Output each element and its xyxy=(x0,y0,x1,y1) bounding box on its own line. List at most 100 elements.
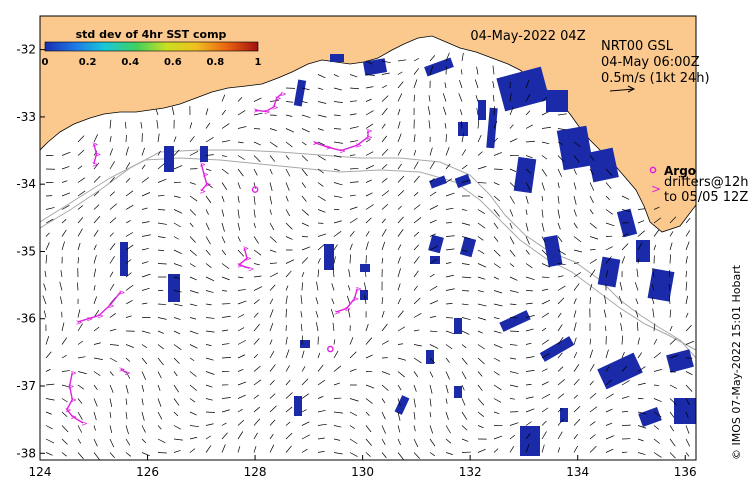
drifter-track xyxy=(313,130,369,152)
current-vector xyxy=(557,366,564,372)
current-vector xyxy=(141,247,149,251)
current-vector xyxy=(397,133,402,143)
current-vector xyxy=(157,194,165,197)
current-vector xyxy=(413,312,422,318)
current-vector xyxy=(557,195,560,204)
current-vector xyxy=(269,155,276,162)
current-vector xyxy=(381,178,388,183)
current-vector xyxy=(477,195,484,199)
current-vector xyxy=(173,344,182,350)
current-vector xyxy=(685,312,689,318)
current-vector xyxy=(397,190,405,197)
sst-patch xyxy=(360,264,370,272)
current-vector xyxy=(461,344,467,349)
current-vector xyxy=(477,371,483,377)
current-vector xyxy=(333,195,343,198)
current-vector xyxy=(397,229,404,237)
sst-patch xyxy=(200,146,208,162)
current-vector xyxy=(445,178,453,183)
current-vector xyxy=(45,438,55,444)
sst-patch xyxy=(513,156,537,194)
current-vector xyxy=(413,329,420,332)
current-vector xyxy=(589,363,595,372)
current-vector xyxy=(669,338,677,345)
current-vector xyxy=(253,394,260,399)
current-vector xyxy=(445,371,450,380)
current-vector xyxy=(605,182,612,189)
current-vector xyxy=(509,276,518,281)
current-vector xyxy=(269,128,277,131)
current-vector xyxy=(573,433,578,440)
current-vector xyxy=(668,270,671,278)
current-vector xyxy=(173,450,181,453)
current-vector xyxy=(557,236,563,243)
current-vector xyxy=(349,243,353,251)
current-vector xyxy=(381,411,386,420)
current-vector xyxy=(205,445,212,453)
current-vector xyxy=(205,236,211,245)
current-vector xyxy=(493,384,502,391)
current-vector xyxy=(413,231,420,237)
current-vector xyxy=(363,282,367,291)
current-vector xyxy=(157,163,165,170)
product-info: NRT00 GSL 04-May 06:00Z 0.5m/s (1kt 24h) xyxy=(601,39,710,93)
current-vector xyxy=(461,209,468,211)
current-vector xyxy=(413,438,419,447)
current-vector xyxy=(317,195,326,201)
current-vector xyxy=(445,384,449,394)
current-vector xyxy=(605,270,609,278)
current-vector xyxy=(685,411,689,418)
current-vector xyxy=(365,354,373,359)
current-vector xyxy=(253,312,259,318)
current-vector xyxy=(445,248,455,251)
current-vector xyxy=(605,393,614,399)
current-vector xyxy=(237,446,241,453)
drifter-marker: > xyxy=(205,180,212,189)
current-vector xyxy=(365,204,374,210)
drifter-track xyxy=(120,368,127,374)
drifter-track xyxy=(255,92,283,113)
current-vector xyxy=(525,302,533,305)
current-vector xyxy=(621,351,625,359)
current-vector xyxy=(541,407,549,413)
current-vector xyxy=(493,137,498,143)
current-vector xyxy=(429,258,438,264)
current-vector xyxy=(109,438,115,448)
current-vector xyxy=(45,254,48,264)
current-vector xyxy=(525,421,532,426)
current-vector xyxy=(332,322,335,332)
current-vector xyxy=(125,190,134,197)
current-vector xyxy=(635,298,639,305)
sst-patch xyxy=(458,122,468,136)
current-vector xyxy=(413,79,418,89)
current-vector xyxy=(237,276,244,279)
current-vector xyxy=(557,407,563,413)
current-vector xyxy=(669,425,675,432)
current-vector xyxy=(205,411,215,413)
current-vector xyxy=(477,384,483,391)
current-vector xyxy=(205,168,212,172)
current-vector xyxy=(429,191,437,197)
current-vector xyxy=(669,325,673,332)
current-vector xyxy=(189,317,197,320)
drifter-track xyxy=(66,372,84,424)
sst-patch xyxy=(636,240,650,262)
current-vector xyxy=(573,141,581,148)
current-vector xyxy=(237,249,245,257)
drifter-marker: > xyxy=(108,301,115,310)
current-vector xyxy=(333,155,342,158)
current-vector xyxy=(109,398,113,408)
current-vector xyxy=(332,268,335,278)
current-vector xyxy=(557,378,566,386)
drifter-marker: > xyxy=(92,160,99,169)
current-vector xyxy=(397,81,404,89)
current-vector xyxy=(541,420,547,426)
current-vector xyxy=(221,94,226,102)
current-vector xyxy=(429,316,436,318)
current-vector xyxy=(43,283,47,291)
current-vector xyxy=(509,263,515,267)
current-vector xyxy=(493,236,499,242)
current-vector xyxy=(173,165,183,170)
drifter-tracks: > >>>>>> >>>>>>> >>>>>>> >>>>>> > >>>>>>>>>>> xyxy=(65,89,373,428)
